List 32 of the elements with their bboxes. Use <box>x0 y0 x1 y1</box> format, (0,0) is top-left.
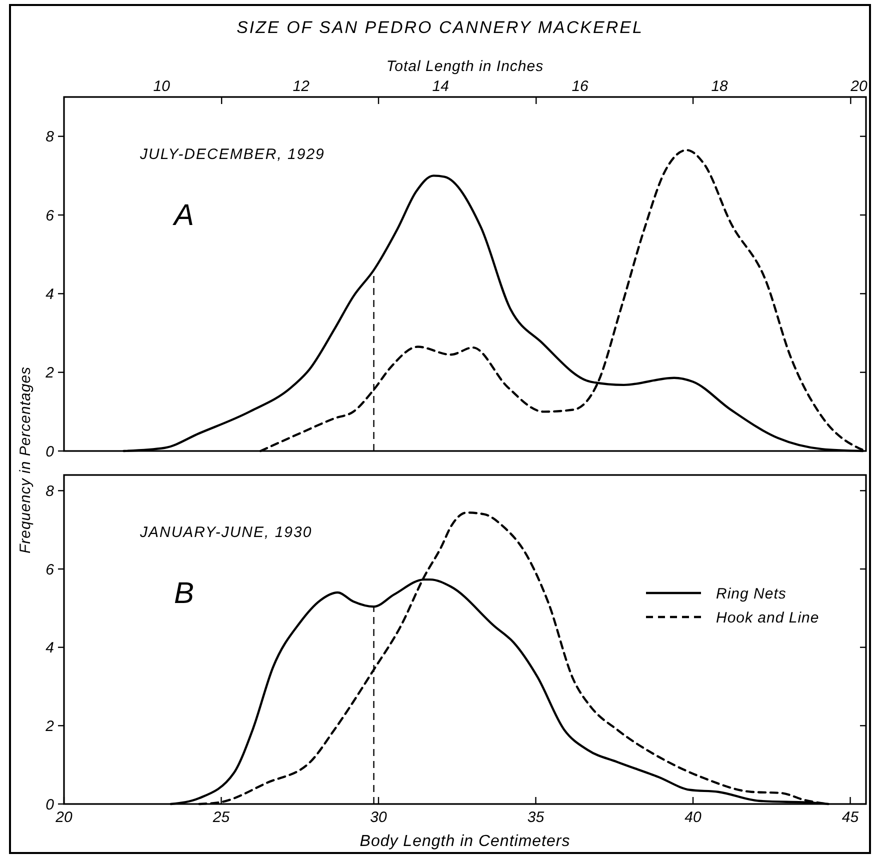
annotation: A <box>172 199 194 232</box>
y-tick-label: 2 <box>44 364 55 382</box>
x-tick-label: 20 <box>54 809 73 826</box>
x-axis-title: Body Length in Centimeters <box>360 833 570 850</box>
x2-tick-label: 12 <box>292 78 310 95</box>
annotation: B <box>174 577 194 610</box>
x-tick-label: 35 <box>527 809 545 826</box>
y-axis-title: Frequency in Percentages <box>17 366 34 554</box>
x-tick-label: 25 <box>212 809 230 826</box>
x-tick-label: 45 <box>842 809 860 826</box>
annotation: JULY-DECEMBER, 1929 <box>139 146 325 163</box>
x2-tick-label: 16 <box>572 78 590 95</box>
y-tick-label: 0 <box>46 796 55 814</box>
y-tick-label: 8 <box>46 482 55 500</box>
x-tick-label: 40 <box>684 809 702 826</box>
y-tick-label: 2 <box>44 718 55 735</box>
legend-label: Ring Nets <box>716 585 786 602</box>
y-tick-label: 6 <box>46 207 55 224</box>
y-tick-label: 0 <box>46 443 55 460</box>
y-tick-label: 6 <box>46 561 55 578</box>
annotation: JANUARY-JUNE, 1930 <box>139 524 312 541</box>
x2-tick-label: 10 <box>153 78 171 95</box>
y-tick-label: 4 <box>46 286 54 303</box>
y-tick-label: 4 <box>46 640 54 657</box>
x2-tick-label: 20 <box>850 78 868 95</box>
x-tick-label: 30 <box>370 809 388 826</box>
legend-label: Hook and Line <box>716 609 820 626</box>
x2-tick-label: 14 <box>432 78 449 95</box>
x2-tick-label: 18 <box>711 78 729 95</box>
x2-axis-title: Total Length in Inches <box>386 58 544 75</box>
y-tick-label: 8 <box>46 128 55 146</box>
chart-title: SIZE OF SAN PEDRO CANNERY MACKEREL <box>236 18 644 37</box>
